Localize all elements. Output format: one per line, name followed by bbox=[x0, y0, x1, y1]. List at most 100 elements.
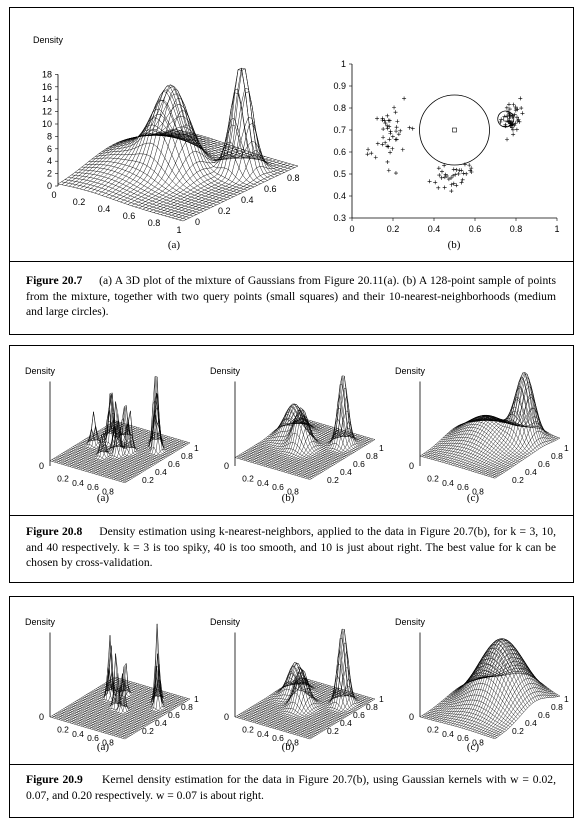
data-point bbox=[454, 167, 459, 172]
panel-label: (a) bbox=[96, 492, 110, 504]
surface-line bbox=[486, 420, 552, 476]
data-point bbox=[381, 135, 386, 140]
surface-line bbox=[54, 421, 120, 463]
data-point bbox=[514, 127, 519, 132]
surface-line bbox=[104, 400, 171, 478]
surface-line bbox=[164, 122, 280, 217]
tick-label: 0.8 bbox=[472, 487, 484, 497]
surface-line bbox=[175, 163, 291, 220]
surface-line bbox=[461, 638, 528, 729]
surface-line bbox=[104, 667, 171, 734]
data-point bbox=[402, 96, 407, 101]
surface-line bbox=[289, 650, 356, 734]
surface-line bbox=[96, 690, 162, 731]
surface-line bbox=[91, 673, 158, 730]
surface-line bbox=[115, 84, 241, 194]
data-point bbox=[390, 146, 395, 151]
data-point bbox=[390, 134, 395, 139]
z-axis-label: Density bbox=[25, 366, 56, 376]
data-point bbox=[398, 128, 403, 133]
surface-line bbox=[272, 677, 338, 729]
data-point bbox=[506, 102, 511, 107]
surface-line bbox=[450, 644, 517, 726]
surface-line bbox=[472, 377, 539, 472]
z-axis-label: Density bbox=[33, 35, 64, 45]
surface-line bbox=[138, 152, 254, 209]
surface-line bbox=[109, 407, 175, 479]
data-point bbox=[514, 115, 519, 120]
surface-line bbox=[93, 689, 160, 731]
surface-line bbox=[116, 696, 182, 737]
tick-label: 0 bbox=[349, 224, 354, 234]
surface-line bbox=[60, 680, 127, 721]
surface-line bbox=[105, 114, 231, 199]
surface-line bbox=[120, 97, 236, 203]
data-point bbox=[436, 185, 441, 190]
surface-line bbox=[303, 437, 369, 478]
panel-label: (b) bbox=[281, 492, 295, 504]
surface-line bbox=[120, 441, 186, 482]
surface-line bbox=[444, 655, 510, 724]
data-point bbox=[385, 113, 390, 118]
tick-label: 0.2 bbox=[242, 473, 254, 483]
data-point bbox=[388, 150, 393, 155]
tick-label: 0.2 bbox=[387, 224, 400, 234]
tick-label: 2 bbox=[47, 169, 52, 179]
tick-label: 1 bbox=[564, 443, 569, 453]
surface-line bbox=[171, 162, 288, 219]
surface-line bbox=[448, 424, 524, 460]
surface-line bbox=[124, 442, 191, 483]
tick-label: 0.2 bbox=[242, 724, 254, 734]
data-point bbox=[462, 162, 467, 167]
figure-20-9: Density 0 0.2 0.4 0.6 0.8 0.2 0.4 0.6 0.8 1 Densit… bbox=[9, 596, 574, 818]
surface-line bbox=[460, 410, 536, 452]
surface-line bbox=[469, 372, 545, 446]
surface-line bbox=[492, 437, 558, 478]
tick-label: 0.4 bbox=[340, 467, 352, 477]
surface-line bbox=[65, 130, 181, 186]
surface-line bbox=[461, 418, 527, 469]
data-point bbox=[453, 172, 458, 177]
surface-line bbox=[494, 437, 561, 479]
surface-line bbox=[468, 397, 534, 471]
surface-line bbox=[76, 132, 192, 189]
tick-label: 0.8 bbox=[181, 451, 193, 461]
surface-line bbox=[71, 392, 138, 468]
surface-line bbox=[78, 424, 144, 470]
surface-line bbox=[250, 662, 316, 722]
data-point bbox=[457, 168, 462, 173]
surface-line bbox=[466, 406, 532, 470]
tick-label: 0.3 bbox=[333, 213, 346, 223]
surface-line bbox=[153, 67, 269, 213]
surface-line bbox=[287, 418, 354, 474]
tick-label: 0 bbox=[51, 190, 56, 200]
data-point bbox=[443, 172, 448, 177]
figure-caption: Figure 20.8 Density estimation using k-n… bbox=[26, 524, 556, 571]
surface-line bbox=[459, 419, 525, 468]
surface-line bbox=[283, 691, 349, 732]
data-point bbox=[386, 118, 391, 123]
surface-line bbox=[452, 641, 519, 726]
surface-line bbox=[281, 690, 347, 731]
surface-line bbox=[292, 375, 358, 475]
surface-line bbox=[256, 412, 323, 465]
surface-line bbox=[296, 396, 362, 476]
surface-line bbox=[301, 696, 367, 737]
tick-label: 0.6 bbox=[538, 459, 550, 469]
tick-label: 4 bbox=[47, 156, 52, 166]
surface-line bbox=[441, 415, 508, 463]
data-point bbox=[518, 96, 523, 101]
caption-text: Density estimation using k-nearest-neigh… bbox=[26, 525, 557, 569]
surface-line bbox=[179, 164, 295, 221]
tick-label: 0.2 bbox=[142, 475, 154, 485]
surface-line bbox=[261, 684, 327, 725]
tick-label: 1 bbox=[554, 224, 559, 234]
surface-line bbox=[446, 414, 512, 464]
data-point bbox=[394, 125, 399, 130]
data-point bbox=[451, 173, 456, 178]
tick-label: 0 bbox=[195, 217, 200, 227]
tick-label: 0.2 bbox=[218, 206, 231, 216]
surface-line bbox=[263, 681, 339, 722]
surface-line bbox=[78, 685, 144, 726]
surface-line bbox=[305, 438, 371, 479]
